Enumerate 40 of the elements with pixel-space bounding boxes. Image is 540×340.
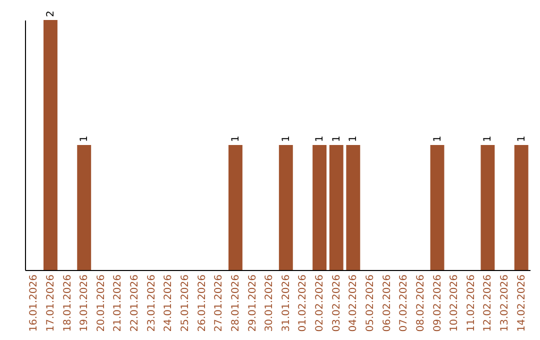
x-tick-label: 21.01.2026: [112, 274, 124, 332]
x-tick-label: 05.02.2026: [364, 274, 376, 332]
x-tick-label: 31.01.2026: [280, 274, 292, 332]
data-label: 1: [348, 136, 360, 142]
x-tick-label: 13.02.2026: [500, 274, 511, 332]
x-tick-label: 02.02.2026: [314, 274, 326, 332]
data-label: 1: [482, 136, 494, 142]
x-tick-label: 25.01.2026: [180, 274, 192, 332]
data-label: 1: [331, 136, 342, 142]
x-tick-label: 28.01.2026: [230, 274, 242, 332]
x-tick-label: 19.01.2026: [79, 274, 90, 332]
x-tick-label: 03.02.2026: [331, 274, 342, 332]
x-tick-label: 11.02.2026: [466, 274, 477, 332]
x-tick-label: 26.01.2026: [196, 274, 208, 332]
data-label: 1: [230, 136, 242, 142]
x-tick-label: 08.02.2026: [415, 274, 426, 332]
data-label: 1: [432, 136, 444, 142]
x-tick-label: 18.01.2026: [62, 274, 74, 332]
x-tick-label: 10.02.2026: [449, 274, 460, 332]
x-tick-label: 20.01.2026: [96, 274, 107, 332]
data-label: 1: [79, 136, 90, 142]
data-label: 2: [45, 10, 56, 17]
x-tick-label: 30.01.2026: [264, 274, 276, 332]
x-tick-label: 23.01.2026: [146, 274, 158, 332]
x-tick-label: 07.02.2026: [398, 274, 410, 332]
x-tick-label: 27.01.2026: [214, 274, 225, 332]
data-label: 1: [516, 136, 528, 142]
x-tick-label: 01.02.2026: [298, 274, 309, 332]
x-tick-label: 04.02.2026: [348, 274, 360, 332]
x-tick-label: 14.02.2026: [516, 274, 528, 332]
x-tick-label: 16.01.2026: [28, 274, 40, 332]
data-label: 1: [314, 136, 326, 142]
data-label: 1: [280, 136, 292, 142]
x-tick-label: 29.01.2026: [247, 274, 258, 332]
x-tick-label: 12.02.2026: [482, 274, 494, 332]
x-tick-label: 24.01.2026: [163, 274, 174, 332]
x-tick-label: 06.02.2026: [382, 274, 393, 332]
x-tick-label: 17.01.2026: [45, 274, 56, 332]
x-tick-label: 09.02.2026: [432, 274, 444, 332]
x-tick-label: 22.01.2026: [130, 274, 141, 332]
